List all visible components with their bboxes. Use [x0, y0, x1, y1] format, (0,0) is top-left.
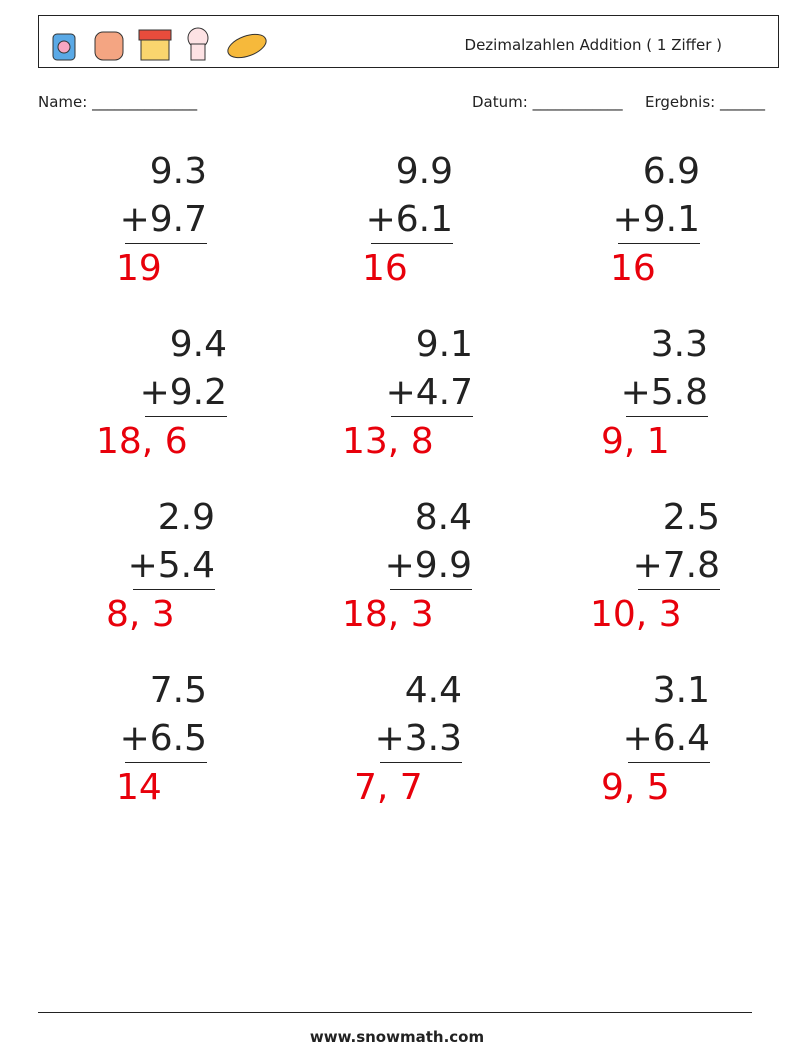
sum-rule	[628, 762, 710, 763]
answer: 10, 3	[590, 594, 682, 635]
answer: 8, 3	[106, 594, 175, 635]
sum-rule	[133, 589, 215, 590]
answer: 9, 1	[601, 421, 670, 462]
answer: 9, 5	[601, 767, 670, 808]
addend: 9.9	[395, 151, 453, 192]
addend: 4.4	[404, 670, 462, 711]
addend: +5.8	[620, 372, 708, 413]
addend: 9.4	[169, 324, 227, 365]
footer-site: www.snowmath.com	[309, 1028, 485, 1046]
date-field: Datum: ____________	[472, 93, 623, 111]
addend: 3.1	[652, 670, 710, 711]
addend: 7.5	[149, 670, 207, 711]
addend: 6.9	[642, 151, 700, 192]
answer: 7, 7	[354, 767, 423, 808]
addend: +7.8	[632, 545, 720, 586]
sum-rule	[390, 589, 472, 590]
answer: 18, 3	[342, 594, 434, 635]
addend: +9.7	[119, 199, 207, 240]
addend: +9.1	[612, 199, 700, 240]
sum-rule	[380, 762, 462, 763]
addend: +3.3	[374, 718, 462, 759]
answer: 16	[610, 248, 656, 289]
header-box: Dezimalzahlen Addition ( 1 Ziffer )	[38, 15, 779, 68]
addend: 9.3	[149, 151, 207, 192]
sum-rule	[145, 416, 227, 417]
sum-rule	[618, 243, 700, 244]
header-icons	[52, 27, 267, 61]
name-field: Name: ______________	[38, 93, 198, 111]
sum-rule	[626, 416, 708, 417]
addend: 2.9	[157, 497, 215, 538]
answer: 19	[116, 248, 162, 289]
addend: +9.2	[139, 372, 227, 413]
addend: 3.3	[650, 324, 708, 365]
addend: 9.1	[415, 324, 473, 365]
answer: 14	[116, 767, 162, 808]
result-field: Ergebnis: ______	[645, 93, 765, 111]
addend: +6.1	[365, 199, 453, 240]
sum-rule	[391, 416, 473, 417]
addend: 8.4	[414, 497, 472, 538]
answer: 18, 6	[96, 421, 188, 462]
sum-rule	[638, 589, 720, 590]
sum-rule	[371, 243, 453, 244]
addend: +6.4	[622, 718, 710, 759]
title: Dezimalzahlen Addition ( 1 Ziffer )	[464, 36, 722, 54]
sum-rule	[125, 762, 207, 763]
footer-rule	[38, 1012, 752, 1013]
answer: 16	[362, 248, 408, 289]
addend: 2.5	[662, 497, 720, 538]
answer: 13, 8	[342, 421, 434, 462]
addend: +4.7	[385, 372, 473, 413]
addend: +6.5	[119, 718, 207, 759]
sum-rule	[125, 243, 207, 244]
addend: +9.9	[384, 545, 472, 586]
addend: +5.4	[127, 545, 215, 586]
